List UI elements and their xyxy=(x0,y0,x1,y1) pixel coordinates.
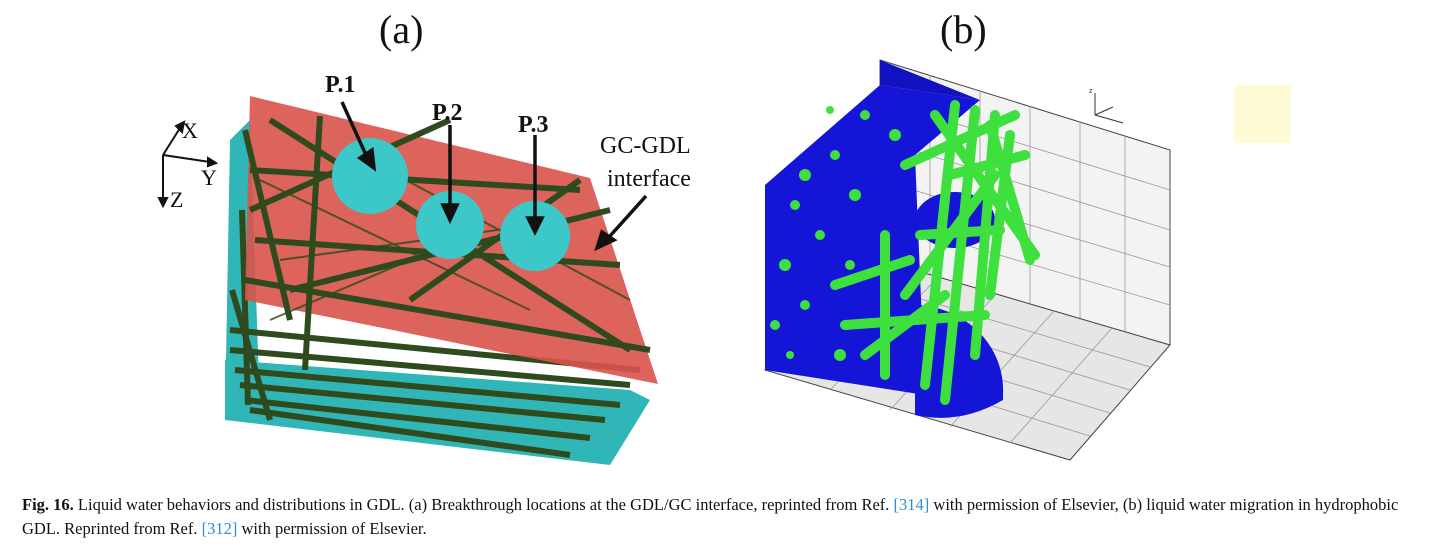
gdl-front-face xyxy=(225,360,650,465)
figure-b-water-migration: z xyxy=(764,59,1171,461)
caption-text-2: with permission of Elsevier, (b) liquid … xyxy=(22,495,1399,538)
caption-ref-312[interactable]: [312] xyxy=(201,519,238,538)
axis-x-label: X xyxy=(182,118,198,143)
axis-z-label: Z xyxy=(170,187,183,212)
droplet-p1 xyxy=(332,138,408,214)
orientation-glyph xyxy=(1094,93,1124,124)
water-dome xyxy=(915,305,1004,418)
droplet-p2 xyxy=(416,191,484,259)
gdl-fiber-layers xyxy=(229,209,641,458)
green-blobs xyxy=(770,106,901,361)
caption-text-1: Liquid water behaviors and distributions… xyxy=(73,495,894,514)
highlight-swatch xyxy=(1234,85,1291,143)
panel-label-a: (a) xyxy=(379,7,424,52)
panel-label-b: (b) xyxy=(940,7,987,52)
axis-triad xyxy=(157,120,219,209)
water-front-face xyxy=(765,85,980,395)
pin-label-p3: P.3 xyxy=(518,112,548,138)
glyph-z: z xyxy=(1089,88,1093,95)
hydrophobic-fibers xyxy=(830,100,1040,405)
interface-label-line1: GC-GDL xyxy=(600,133,691,159)
interface-label-line2: interface xyxy=(607,166,691,192)
pin-label-p1: P.1 xyxy=(325,72,355,98)
axis-y-label: Y xyxy=(201,165,217,190)
droplet-p3 xyxy=(500,201,570,271)
caption-fig-number: Fig. 16. xyxy=(22,495,74,514)
figure-caption: Fig. 16. Liquid water behaviors and dist… xyxy=(22,493,1437,541)
pin-label-p2: P.2 xyxy=(432,100,462,126)
caption-ref-314[interactable]: [314] xyxy=(893,495,930,514)
pin-arrows xyxy=(340,101,648,252)
caption-text-3: with permission of Elsevier. xyxy=(237,519,427,538)
figure-a-gdl-breakthrough: P.1 P.2 P.3 X Y Z GC-GDL interface xyxy=(157,72,691,465)
